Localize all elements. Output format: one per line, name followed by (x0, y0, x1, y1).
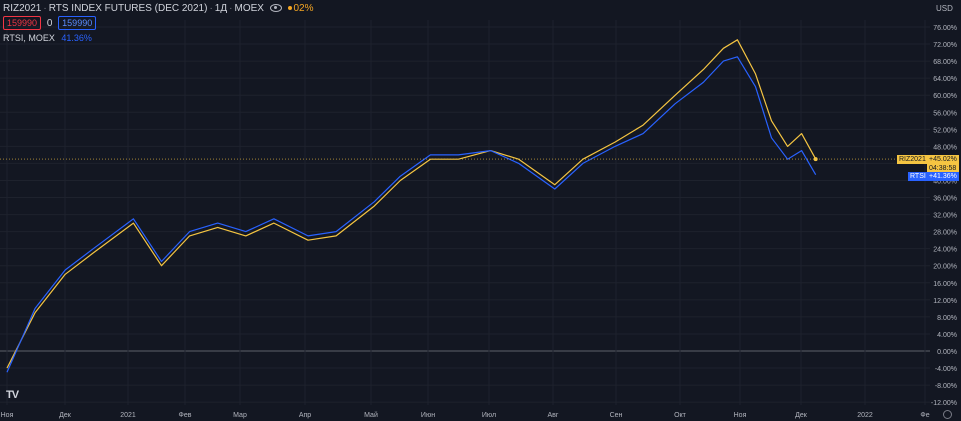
compare-symbol: RTSI (3, 33, 24, 43)
gear-icon[interactable] (943, 410, 952, 419)
quote-row: 159990 0 159990 (3, 16, 97, 30)
rts-price-badge: +41.36% (927, 172, 959, 181)
y-tick-label: 76.00% (933, 25, 957, 32)
x-tick-label: Мар (233, 412, 247, 419)
x-tick-label: Фе (920, 412, 929, 419)
y-tick-label: 52.00% (933, 127, 957, 134)
status-dot-icon (287, 6, 292, 11)
tradingview-logo[interactable]: TV (6, 389, 19, 401)
x-tick-label: Дек (795, 412, 808, 419)
x-tick-label: Июн (421, 412, 435, 419)
y-tick-label: 32.00% (933, 213, 957, 220)
series-line-rtsi (6, 56, 817, 373)
x-tick-label: Май (364, 411, 378, 419)
y-tick-label: -12.00% (931, 400, 957, 407)
y-tick-label: 64.00% (933, 76, 957, 83)
y-tick-label: 36.00% (933, 196, 957, 203)
x-tick-label: Авг (548, 412, 559, 419)
last-price-marker (813, 157, 818, 162)
y-tick-label: 48.00% (933, 144, 957, 151)
y-tick-label: 8.00% (937, 315, 957, 322)
exchange-label: MOEX (234, 3, 264, 14)
x-tick-label: Ноя (734, 412, 747, 419)
compare-legend[interactable]: RTSI, MOEX 41.36% (3, 33, 92, 43)
instrument-title: RTS INDEX FUTURES (DEC 2021) (48, 3, 208, 14)
riz-price-badge: +45.02% (927, 155, 959, 164)
sell-button[interactable]: 159990 (3, 16, 42, 30)
spread-value: 0 (46, 18, 53, 29)
x-tick-label: Дек (59, 412, 72, 419)
x-tick-label: Ноя (1, 412, 14, 419)
x-tick-label: Июл (482, 412, 496, 419)
y-tick-label: 68.00% (933, 59, 957, 66)
y-tick-label: 72.00% (933, 42, 957, 49)
riz-countdown-badge: 04:38:58 (927, 164, 959, 173)
y-tick-label: -8.00% (935, 383, 957, 390)
x-tick-label: Окт (674, 412, 687, 419)
y-tick-label: 60.00% (933, 93, 957, 100)
y-tick-label: 12.00% (933, 298, 957, 305)
rts-series-tag: RTSI (908, 172, 928, 181)
compare-exchange: MOEX (28, 33, 55, 43)
x-tick-label: Фев (179, 412, 192, 419)
symbol-label[interactable]: RIZ2021 (3, 3, 42, 14)
y-tick-label: 0.00% (937, 349, 957, 356)
x-tick-label: 2022 (857, 412, 873, 419)
buy-button[interactable]: 159990 (58, 16, 97, 30)
x-tick-label: 2021 (120, 412, 136, 419)
x-tick-label: Сен (610, 412, 623, 419)
interval-label[interactable]: 1Д (214, 3, 228, 14)
currency-label[interactable]: USD (936, 4, 953, 13)
series-line-riz2021 (6, 39, 817, 369)
y-tick-label: 40.00% (933, 178, 957, 185)
y-tick-label: 20.00% (933, 264, 957, 271)
riz-series-tag: RIZ2021 (897, 155, 928, 164)
y-tick-label: 28.00% (933, 230, 957, 237)
x-tick-label: Апр (299, 412, 311, 419)
y-tick-label: 56.00% (933, 110, 957, 117)
eye-icon[interactable] (269, 4, 282, 13)
y-tick-label: -4.00% (935, 366, 957, 373)
y-tick-label: 24.00% (933, 247, 957, 254)
change-percent: 02% (293, 3, 314, 14)
compare-value: 41.36% (61, 33, 92, 43)
chart-header: RIZ2021 · RTS INDEX FUTURES (DEC 2021) · 1Д ·… (3, 3, 314, 14)
y-tick-label: 16.00% (933, 281, 957, 288)
y-tick-label: 4.00% (937, 332, 957, 339)
